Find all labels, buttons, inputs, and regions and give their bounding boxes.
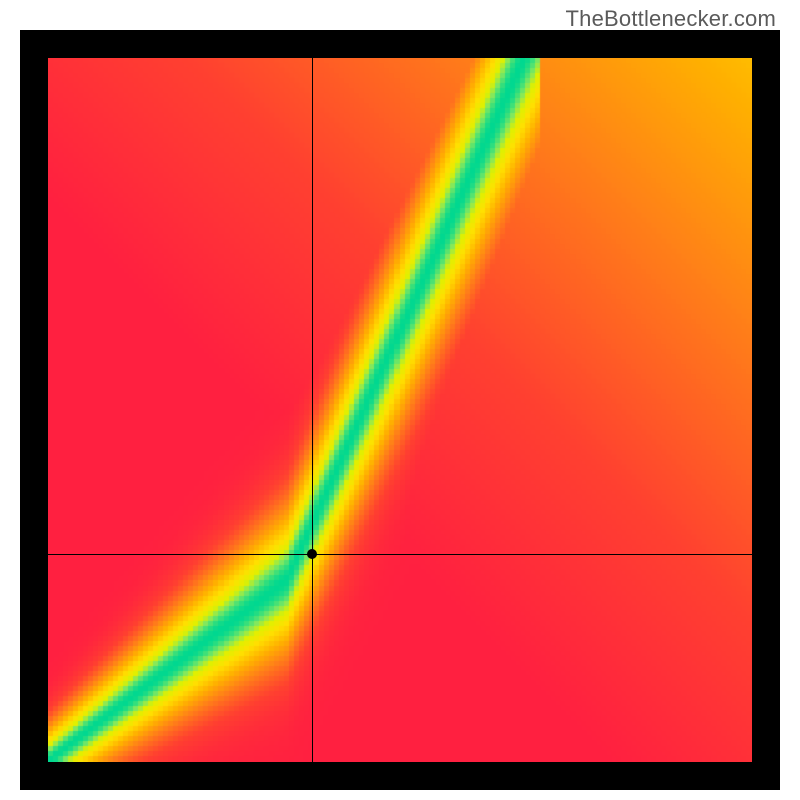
- chart-frame: [20, 30, 780, 790]
- crosshair-vertical: [312, 58, 313, 762]
- heatmap-canvas: [48, 58, 752, 762]
- crosshair-horizontal: [48, 554, 752, 555]
- plot-area: [48, 58, 752, 762]
- crosshair-marker: [307, 549, 317, 559]
- watermark-text: TheBottlenecker.com: [566, 6, 776, 32]
- chart-container: TheBottlenecker.com: [0, 0, 800, 800]
